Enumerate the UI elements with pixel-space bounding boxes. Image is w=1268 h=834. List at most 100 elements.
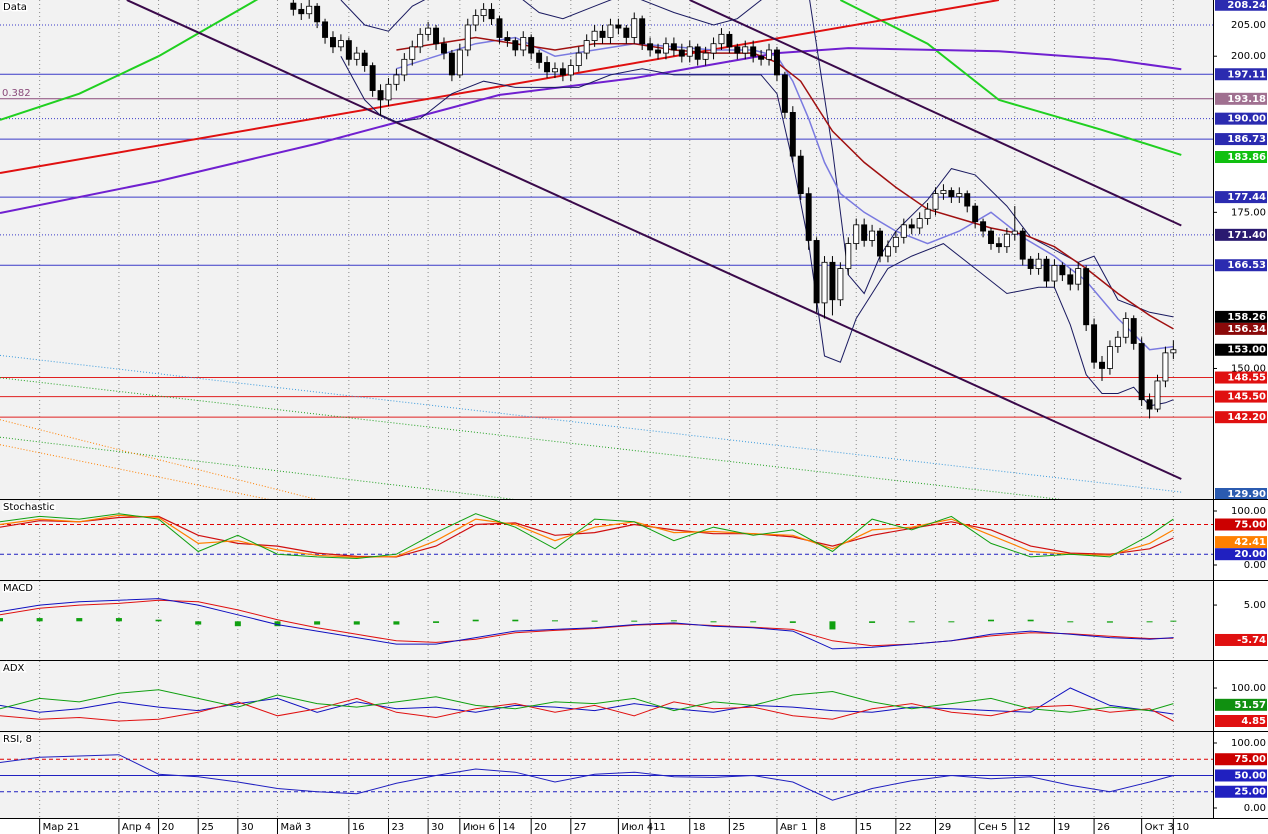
candle-body: [298, 8, 305, 15]
histogram-bar: [1146, 621, 1153, 623]
x-tick-label: 15: [859, 822, 872, 833]
candle-body: [1099, 361, 1105, 369]
x-axis-background: [0, 818, 1268, 834]
panel-title: RSI, 8: [3, 734, 32, 745]
candle-body: [528, 37, 535, 54]
x-tick-label: Июл 4: [621, 822, 653, 833]
candle-body: [1067, 274, 1074, 285]
x-tick-label: 18: [693, 822, 706, 833]
panel-title: Data: [3, 2, 27, 13]
x-tick-label: 11: [653, 822, 666, 833]
indicator-line: [340, 0, 1174, 318]
candle-body: [464, 24, 471, 51]
candle-body: [623, 27, 630, 38]
level-label: 50.00: [1234, 770, 1266, 781]
histogram-bar: [908, 621, 915, 623]
level-box: [1215, 548, 1267, 561]
candle-body: [575, 52, 582, 66]
x-tick-label: 26: [1097, 822, 1110, 833]
candle-body: [766, 49, 773, 60]
level-box: [1215, 488, 1267, 501]
x-tick-label: 25: [201, 822, 214, 833]
candle-body: [678, 49, 685, 57]
y-tick-label: 100.00: [1231, 506, 1266, 517]
candle-body: [718, 33, 725, 45]
candle-body: [742, 46, 749, 54]
histogram-bar: [115, 618, 122, 622]
level-box: [1215, 698, 1267, 711]
candle-body: [615, 24, 622, 29]
panel-background: [0, 0, 1213, 499]
panel-title: Stochastic: [3, 502, 55, 513]
candle-body: [813, 240, 820, 304]
level-label: 156.34: [1227, 324, 1266, 335]
candle-body: [1011, 230, 1018, 235]
level-box: [1215, 753, 1267, 766]
candle-body: [1003, 233, 1010, 248]
indicator-line: [0, 697, 1174, 722]
candle-body: [995, 243, 1002, 248]
indicator-line: [0, 377, 1062, 499]
histogram-bar: [551, 620, 558, 622]
candle-body: [480, 8, 487, 17]
candle-body: [377, 90, 384, 101]
panel-title: MACD: [3, 583, 33, 594]
candle-body: [440, 43, 447, 54]
candle-body: [900, 224, 907, 238]
level-label: 75.00: [1234, 754, 1266, 765]
candle-body: [1075, 268, 1082, 285]
indicator-line: [0, 513, 1174, 560]
candle-body: [1130, 318, 1137, 344]
candle-body: [520, 37, 527, 51]
candle-body: [393, 74, 400, 85]
x-tick-label: Сен 5: [978, 822, 1007, 833]
histogram-bar: [393, 621, 400, 625]
candle-body: [322, 21, 329, 38]
panel: [0, 581, 1177, 660]
candle-body: [504, 37, 511, 41]
y-tick-label: 5.00: [1244, 600, 1266, 611]
candle-body: [940, 190, 947, 195]
x-tick-label: 23: [391, 822, 404, 833]
candle-body: [401, 58, 408, 76]
indicator-line: [0, 598, 1174, 650]
indicator-line: [126, 0, 1182, 480]
level-box: [1215, 785, 1267, 798]
candle-body: [869, 230, 876, 241]
x-tick-label: Май 3: [280, 822, 311, 833]
candle-body: [512, 40, 519, 51]
candle-body: [496, 18, 503, 38]
candle-body: [805, 193, 812, 241]
x-tick-label: 25: [732, 822, 745, 833]
x-tick-label: 22: [899, 822, 912, 833]
level-box: [1215, 769, 1267, 782]
candle-body: [1122, 318, 1129, 338]
candle-body: [1146, 399, 1153, 410]
candle-body: [686, 46, 693, 57]
level-label: 193.18: [1227, 94, 1266, 105]
y-tick-label: 0.00: [1244, 803, 1266, 814]
candle-body: [306, 5, 313, 15]
candle-body: [781, 74, 788, 113]
histogram-bar: [1106, 621, 1113, 623]
level-box: [1215, 390, 1267, 403]
candle-body: [417, 33, 424, 48]
level-box: [1215, 151, 1267, 164]
candle-body: [853, 224, 860, 244]
histogram-bar: [512, 619, 519, 622]
histogram-bar: [710, 621, 717, 623]
level-box: [1215, 68, 1267, 81]
histogram-bar: [1067, 621, 1074, 623]
level-label: -5.74: [1237, 635, 1266, 646]
indicator-line: [0, 599, 1174, 647]
indicator-line: [0, 689, 1174, 713]
level-note: 0.382: [2, 88, 31, 99]
candle-body: [710, 43, 717, 54]
level-box: [1215, 343, 1267, 356]
candle-body: [330, 37, 336, 48]
candle-body: [726, 33, 733, 48]
candle-body: [670, 43, 677, 51]
level-label: 42.41: [1234, 537, 1266, 548]
indicator-line: [689, 0, 1182, 227]
